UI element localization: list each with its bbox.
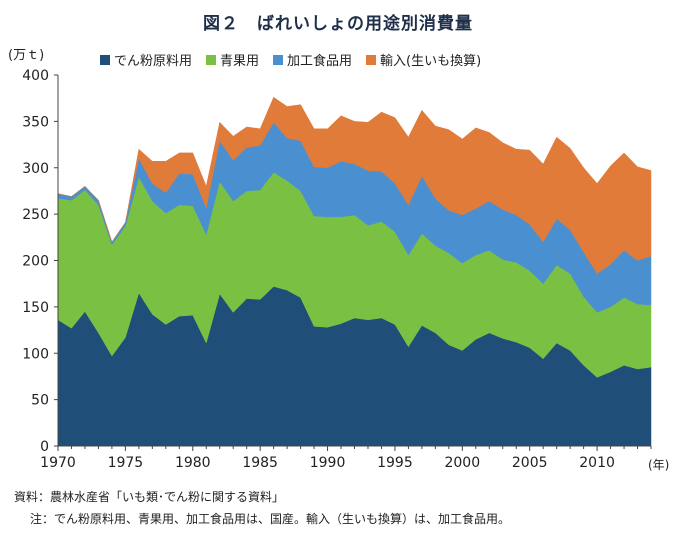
y-tick-label: 150 (22, 300, 49, 316)
x-tick-label: 1995 (377, 455, 413, 471)
y-tick-label: 100 (22, 346, 49, 362)
footnote: 注：でん粉原料用、青果用、加工食品用は、国産。輸入（生いも換算）は、加工食品用。 (30, 512, 511, 526)
x-tick-label: 2010 (579, 455, 615, 471)
area-series-3 (57, 96, 652, 274)
legend-swatch-starch (100, 54, 110, 65)
y-tick-label: 50 (31, 393, 49, 409)
x-tick-label: 1980 (175, 455, 211, 471)
y-tick-label: 200 (22, 254, 49, 270)
y-tick-label: 250 (22, 207, 49, 223)
legend-item-fresh: 青果用 (206, 50, 259, 69)
legend-swatch-fresh (206, 54, 217, 65)
legend-item-starch: でん粉原料用 (100, 50, 192, 69)
x-tick-label: 1985 (242, 455, 278, 471)
legend-label-processed: 加工食品用 (287, 54, 353, 69)
x-tick-label: 1990 (310, 455, 346, 471)
x-axis-unit-label: (年) (648, 458, 670, 472)
area-layers (57, 96, 652, 447)
legend-swatch-processed (273, 54, 284, 65)
x-tick-label: 2000 (444, 455, 480, 471)
legend-label-fresh: 青果用 (220, 54, 260, 69)
source-note: 資料：農林水産省「いも類･でん粉に関する資料」 (14, 490, 285, 504)
y-tick-label: 300 (22, 161, 49, 177)
axes: 0 50 100 150 200 250 300 350 400 1970 1975 1980 1985… (22, 68, 652, 471)
legend-swatch-import (366, 54, 377, 65)
legend: でん粉原料用 青果用 加工食品用 輸入(生いも換算) (100, 50, 481, 69)
legend-label-starch: でん粉原料用 (114, 54, 193, 69)
chart-title: 図２ ばれいしょの用途別消費量 (203, 14, 473, 34)
y-tick-label: 350 (22, 114, 49, 130)
y-axis-unit-label: (万ｔ) (8, 48, 45, 63)
x-tick-label: 1975 (108, 455, 144, 471)
y-tick-label: 0 (40, 439, 49, 455)
legend-label-import: 輸入(生いも換算) (380, 54, 482, 69)
legend-item-import: 輸入(生いも換算) (366, 50, 481, 69)
x-tick-label: 1970 (40, 455, 76, 471)
legend-item-processed: 加工食品用 (273, 50, 352, 69)
y-tick-label: 400 (22, 68, 49, 84)
x-tick-label: 2005 (512, 455, 548, 471)
